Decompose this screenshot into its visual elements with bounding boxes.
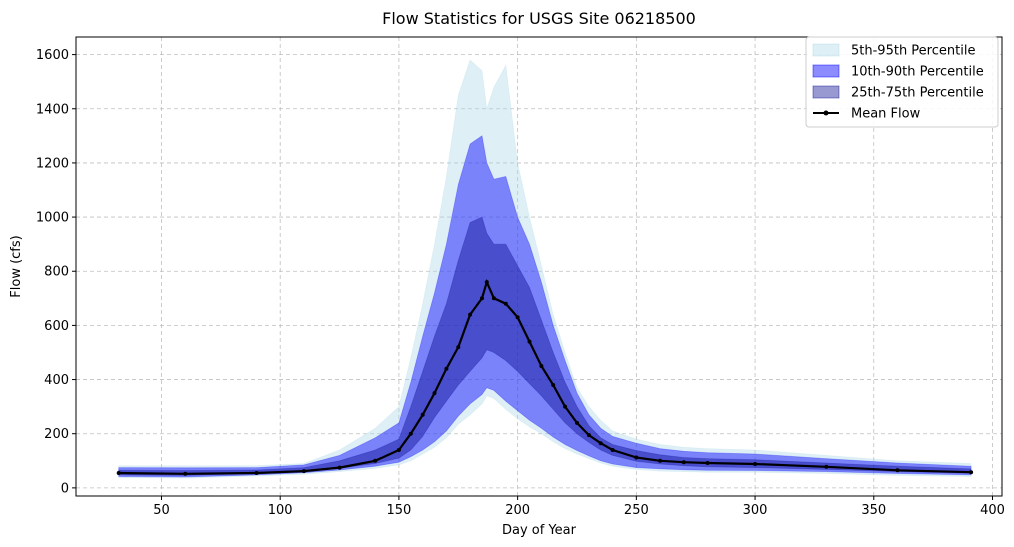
mean-flow-point <box>551 383 556 387</box>
band-10th-90th-percentile <box>118 135 972 478</box>
mean-flow-point <box>598 441 603 446</box>
legend-label: Mean Flow <box>851 107 921 122</box>
y-tick-label: 600 <box>44 319 69 334</box>
y-tick-label: 400 <box>44 373 69 388</box>
mean-flow-point <box>491 296 496 301</box>
mean-flow-point <box>610 448 615 452</box>
mean-flow-point <box>432 391 437 396</box>
mean-flow-line <box>118 278 972 475</box>
y-tick-label: 800 <box>44 265 69 280</box>
mean-flow-point <box>337 465 342 470</box>
grid-lines <box>76 37 1002 496</box>
chart-title: Flow Statistics for USGS Site 06218500 <box>382 9 696 28</box>
legend-marker <box>823 110 829 116</box>
x-axis-title: Day of Year <box>502 523 577 538</box>
mean-flow-point <box>301 469 306 474</box>
y-tick-label: 200 <box>44 427 69 442</box>
plot-area-frame <box>75 36 1003 497</box>
mean-flow-point <box>484 280 489 285</box>
mean-flow-point <box>575 420 579 425</box>
mean-flow-point <box>563 404 568 409</box>
x-tick-label: 400 <box>980 503 1005 518</box>
y-axis-title: Flow (cfs) <box>9 235 24 297</box>
legend-swatch <box>812 43 840 57</box>
mean-flow-point <box>895 468 900 473</box>
band-5th-95th-percentile <box>118 59 972 479</box>
x-tick-label: 250 <box>624 503 649 518</box>
mean-flow-series <box>116 278 974 476</box>
mean-flow-point <box>634 455 639 460</box>
legend: 5th-95th Percentile 10th-90th Percentile 2… <box>805 36 999 128</box>
axis-ticks: 50 100 150 200 250 300 350 400 0 200 400 600 800 1000… <box>36 48 1005 518</box>
legend-box <box>805 36 999 128</box>
mean-flow-point <box>373 458 378 463</box>
mean-flow-point <box>254 471 259 475</box>
y-tick-label: 1600 <box>36 48 69 63</box>
mean-flow-point <box>681 460 686 465</box>
x-tick-label: 350 <box>861 503 886 518</box>
mean-flow-point <box>586 433 591 438</box>
x-tick-label: 200 <box>505 503 530 518</box>
mean-flow-point <box>503 301 508 306</box>
x-tick-label: 300 <box>743 503 768 518</box>
mean-flow-point <box>824 464 829 469</box>
mean-flow-point <box>705 461 710 465</box>
mean-flow-point <box>444 366 449 371</box>
mean-flow-point <box>456 345 461 350</box>
legend-label: 10th-90th Percentile <box>851 65 984 80</box>
mean-flow-point <box>396 448 401 452</box>
x-tick-label: 50 <box>153 503 170 518</box>
y-tick-label: 1400 <box>36 102 69 117</box>
x-tick-label: 100 <box>268 503 293 518</box>
mean-flow-point <box>527 339 532 344</box>
mean-flow-point <box>468 312 473 317</box>
mean-flow-point <box>539 364 544 368</box>
mean-flow-point <box>408 431 413 436</box>
mean-flow-point <box>420 412 425 417</box>
y-tick-label: 1200 <box>36 156 69 171</box>
mean-flow-point <box>515 315 520 320</box>
y-tick-label: 1000 <box>36 211 69 226</box>
mean-flow-point <box>480 296 484 301</box>
legend-label: 25th-75th Percentile <box>851 86 984 101</box>
mean-flow-point <box>183 471 188 476</box>
y-tick-label: 0 <box>61 481 69 496</box>
mean-flow-point <box>116 471 121 475</box>
mean-flow-point <box>658 458 663 463</box>
x-tick-label: 150 <box>386 503 411 518</box>
legend-swatch <box>812 85 840 99</box>
mean-flow-point <box>753 462 758 466</box>
mean-flow-point <box>969 470 974 475</box>
legend-swatch <box>812 64 840 78</box>
legend-label: 5th-95th Percentile <box>851 44 975 59</box>
